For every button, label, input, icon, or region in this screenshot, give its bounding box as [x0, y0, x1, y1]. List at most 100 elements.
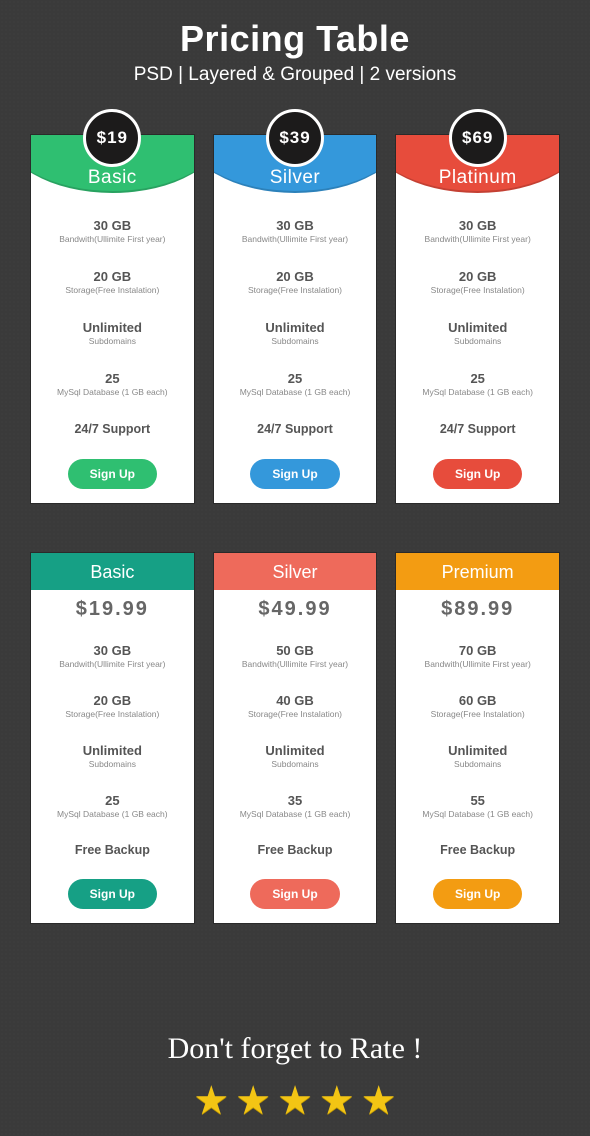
feature-item: 55 MySql Database (1 GB each): [422, 793, 533, 819]
feature-list: 30 GB Bandwith(Ullimite First year) 20 G…: [31, 195, 194, 455]
feature-value: Unlimited: [265, 320, 324, 335]
feature-item: Unlimited Subdomains: [83, 743, 142, 769]
feature-value: Unlimited: [83, 320, 142, 335]
feature-value: 30 GB: [242, 218, 348, 233]
feature-item: 20 GB Storage(Free Instalation): [65, 269, 159, 295]
rating-stars: ★★★★★: [0, 1078, 590, 1124]
tier-name: Platinum: [396, 167, 559, 189]
feature-item: 60 GB Storage(Free Instalation): [431, 693, 525, 719]
feature-item: 50 GB Bandwith(Ullimite First year): [242, 643, 348, 669]
signup-button[interactable]: Sign Up: [250, 459, 339, 489]
star-icon: ★: [361, 1078, 397, 1124]
pricing-card: $39 Silver 30 GB Bandwith(Ullimite First…: [213, 134, 378, 504]
page-subtitle: PSD | Layered & Grouped | 2 versions: [0, 64, 590, 86]
feature-label: Bandwith(Ullimite First year): [425, 659, 531, 669]
feature-item: 70 GB Bandwith(Ullimite First year): [425, 643, 531, 669]
feature-label: MySql Database (1 GB each): [422, 809, 533, 819]
feature-item: Unlimited Subdomains: [265, 320, 324, 346]
feature-value: 50 GB: [242, 643, 348, 658]
feature-item: 24/7 Support: [257, 422, 333, 436]
feature-label: Storage(Free Instalation): [65, 709, 159, 719]
feature-value: 40 GB: [248, 693, 342, 708]
price-label: $19.99: [76, 598, 149, 621]
feature-value: 25: [57, 371, 168, 386]
feature-item: 30 GB Bandwith(Ullimite First year): [59, 218, 165, 244]
feature-label: Subdomains: [265, 759, 324, 769]
feature-item: 30 GB Bandwith(Ullimite First year): [242, 218, 348, 244]
signup-button[interactable]: Sign Up: [433, 879, 522, 909]
price-label: $89.99: [441, 598, 514, 621]
pricing-card: Premium $89.99 70 GB Bandwith(Ullimite F…: [395, 552, 560, 924]
price-badge: $19: [83, 109, 141, 167]
pricing-card: Basic $19.99 30 GB Bandwith(Ullimite Fir…: [30, 552, 195, 924]
feature-value: Unlimited: [448, 320, 507, 335]
feature-item: Unlimited Subdomains: [83, 320, 142, 346]
tier-header: Silver: [214, 553, 377, 590]
footer-text: Don't forget to Rate !: [0, 1032, 590, 1066]
tier-header: Premium: [396, 553, 559, 590]
feature-label: Bandwith(Ullimite First year): [59, 234, 165, 244]
star-icon: ★: [277, 1078, 313, 1124]
feature-item: 20 GB Storage(Free Instalation): [248, 269, 342, 295]
feature-item: 25 MySql Database (1 GB each): [57, 371, 168, 397]
pricing-row-1: $19 Basic 30 GB Bandwith(Ullimite First …: [0, 134, 590, 504]
feature-value: 25: [240, 371, 351, 386]
feature-label: Storage(Free Instalation): [248, 285, 342, 295]
feature-label: Bandwith(Ullimite First year): [242, 659, 348, 669]
price-label: $49.99: [258, 598, 331, 621]
feature-label: MySql Database (1 GB each): [240, 387, 351, 397]
feature-list: 50 GB Bandwith(Ullimite First year) 40 G…: [214, 621, 377, 875]
feature-label: Subdomains: [83, 759, 142, 769]
feature-label: Storage(Free Instalation): [431, 285, 525, 295]
feature-value: 30 GB: [59, 218, 165, 233]
feature-label: Storage(Free Instalation): [431, 709, 525, 719]
feature-label: MySql Database (1 GB each): [422, 387, 533, 397]
feature-label: Subdomains: [83, 336, 142, 346]
signup-button[interactable]: Sign Up: [433, 459, 522, 489]
feature-value: Unlimited: [83, 743, 142, 758]
feature-label: Bandwith(Ullimite First year): [59, 659, 165, 669]
feature-value: 20 GB: [248, 269, 342, 284]
feature-item: Unlimited Subdomains: [448, 320, 507, 346]
feature-label: Bandwith(Ullimite First year): [242, 234, 348, 244]
feature-value: 35: [240, 793, 351, 808]
feature-item: 30 GB Bandwith(Ullimite First year): [59, 643, 165, 669]
feature-item: Free Backup: [75, 843, 150, 857]
feature-label: Subdomains: [448, 759, 507, 769]
feature-item: Unlimited Subdomains: [265, 743, 324, 769]
feature-value: 20 GB: [431, 269, 525, 284]
feature-value: 25: [57, 793, 168, 808]
signup-button[interactable]: Sign Up: [250, 879, 339, 909]
pricing-card: $19 Basic 30 GB Bandwith(Ullimite First …: [30, 134, 195, 504]
feature-value: 20 GB: [65, 693, 159, 708]
feature-item: 20 GB Storage(Free Instalation): [65, 693, 159, 719]
feature-label: Subdomains: [448, 336, 507, 346]
feature-value: 30 GB: [425, 218, 531, 233]
feature-item: Free Backup: [440, 843, 515, 857]
feature-value: Unlimited: [265, 743, 324, 758]
star-icon: ★: [319, 1078, 355, 1124]
feature-label: MySql Database (1 GB each): [240, 809, 351, 819]
feature-list: 30 GB Bandwith(Ullimite First year) 20 G…: [31, 621, 194, 875]
feature-label: MySql Database (1 GB each): [57, 387, 168, 397]
feature-item: 24/7 Support: [74, 422, 150, 436]
tier-header: Basic: [31, 553, 194, 590]
feature-label: Subdomains: [265, 336, 324, 346]
star-icon: ★: [193, 1078, 229, 1124]
signup-button[interactable]: Sign Up: [68, 879, 157, 909]
feature-item: 24/7 Support: [440, 422, 516, 436]
feature-list: 30 GB Bandwith(Ullimite First year) 20 G…: [396, 195, 559, 455]
feature-list: 70 GB Bandwith(Ullimite First year) 60 G…: [396, 621, 559, 875]
feature-label: Storage(Free Instalation): [65, 285, 159, 295]
feature-item: 25 MySql Database (1 GB each): [57, 793, 168, 819]
feature-label: MySql Database (1 GB each): [57, 809, 168, 819]
feature-item: 30 GB Bandwith(Ullimite First year): [425, 218, 531, 244]
pricing-card: $69 Platinum 30 GB Bandwith(Ullimite Fir…: [395, 134, 560, 504]
feature-item: 25 MySql Database (1 GB each): [422, 371, 533, 397]
feature-item: Unlimited Subdomains: [448, 743, 507, 769]
feature-value: Unlimited: [448, 743, 507, 758]
tier-name: Silver: [214, 167, 377, 189]
signup-button[interactable]: Sign Up: [68, 459, 157, 489]
feature-item: 40 GB Storage(Free Instalation): [248, 693, 342, 719]
feature-value: 70 GB: [425, 643, 531, 658]
